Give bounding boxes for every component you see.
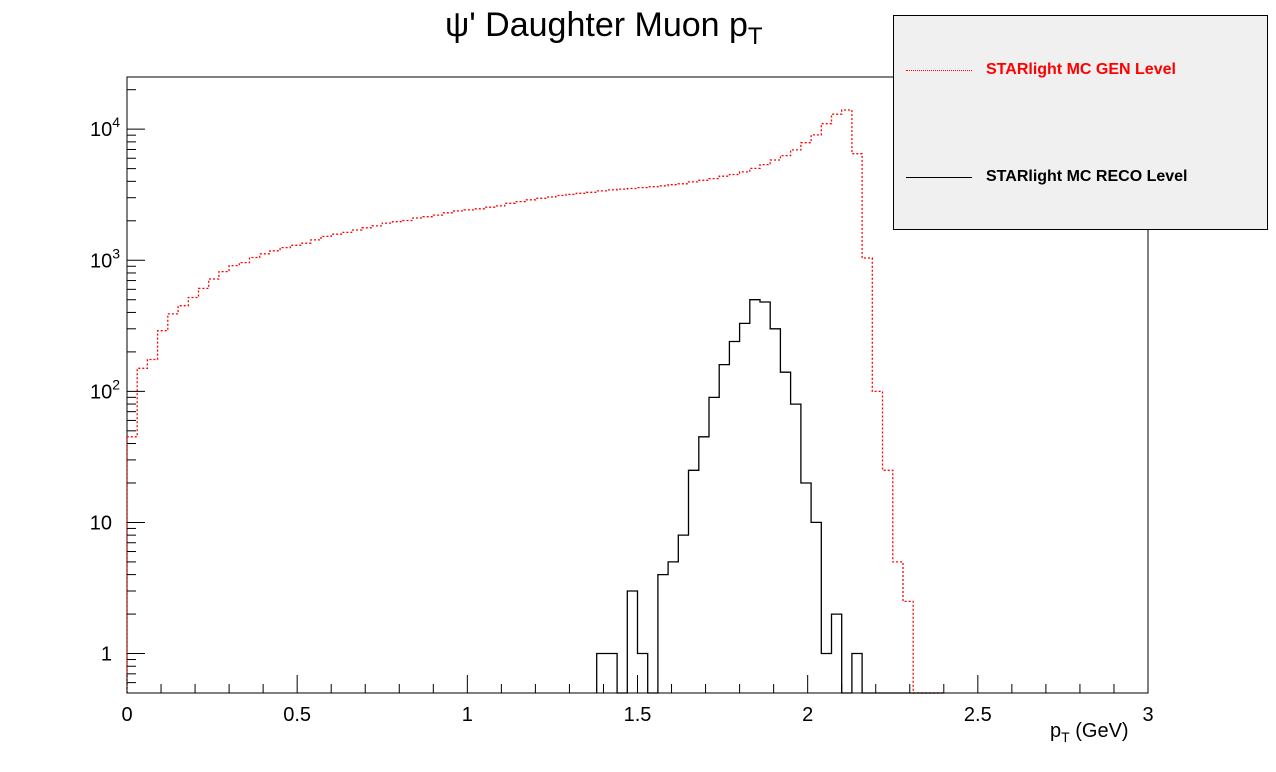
x-axis: 0 0.5 1 1.5 2 2.5 3 [121,675,1154,726]
x-tick-label: 2.5 [964,704,992,726]
series-line-0 [126,109,944,694]
legend-label-reco: STARlight MC RECO Level [986,168,1188,185]
y-tick-label: 10 [90,512,112,534]
legend-label-gen: STARlight MC GEN Level [986,61,1176,78]
x-tick-label: 0.5 [283,704,311,726]
legend-line-gen [906,69,972,71]
legend-entry-gen: STARlight MC GEN Level [906,60,1176,80]
y-tick-label: 1 [101,644,112,666]
y-tick-label: 102 [90,376,120,403]
legend-entry-reco: STARlight MC RECO Level [906,167,1188,187]
x-tick-label: 1.5 [624,704,652,726]
x-axis-title: pT (GeV) [1050,720,1129,745]
chart-title: ψ' Daughter Muon pT [445,6,763,50]
y-tick-label: 103 [90,245,120,272]
y-axis: 1 10 102 103 104 [90,89,145,694]
x-tick-label: 3 [1142,704,1153,726]
series-layer [126,109,944,694]
x-tick-label: 0 [121,704,132,726]
series-line-1 [596,299,944,694]
y-tick-label: 104 [90,114,120,141]
legend: STARlight MC GEN Level STARlight MC RECO… [893,15,1268,230]
x-tick-label: 1 [462,704,473,726]
legend-line-reco [906,176,972,178]
x-tick-label: 2 [802,704,813,726]
